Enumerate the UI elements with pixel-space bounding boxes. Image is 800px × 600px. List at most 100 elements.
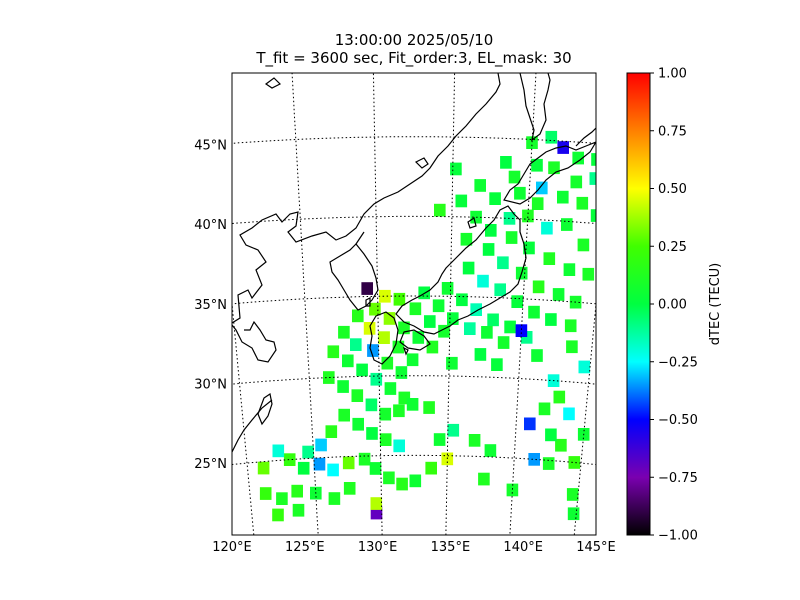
dtec-cell — [412, 331, 425, 344]
dtec-cell — [328, 492, 341, 505]
dtec-cell — [369, 462, 382, 475]
coastline-shikoku — [399, 329, 431, 351]
dtec-cell — [409, 474, 422, 488]
dtec-cell — [532, 280, 545, 294]
parallel-line — [232, 375, 596, 385]
dtec-cell — [570, 175, 583, 189]
dtec-cell — [398, 391, 411, 405]
dtec-cell — [481, 326, 493, 339]
coastline-asia-mainland — [232, 73, 501, 324]
coastline-china-southeast — [232, 399, 273, 453]
dtec-cell — [528, 453, 540, 466]
dtec-cell — [302, 445, 314, 459]
dtec-cell — [358, 452, 371, 466]
dtec-cell — [352, 309, 364, 323]
island-sado — [467, 217, 477, 229]
dtec-cell — [506, 483, 519, 497]
dtec-cell — [474, 179, 486, 192]
dtec-cell — [508, 170, 521, 184]
dtec-cell — [338, 408, 350, 422]
dtec-cell — [455, 194, 468, 208]
dtec-cell — [370, 506, 383, 520]
dtec-cell — [591, 153, 596, 166]
dtec-cell — [566, 488, 579, 501]
lon-tick-label: 135°E — [431, 540, 471, 555]
dtec-cell — [543, 252, 556, 265]
dtec-cell — [325, 425, 338, 438]
dtec-cell — [566, 340, 578, 354]
dtec-cell — [381, 356, 394, 370]
dtec-cell — [367, 344, 379, 357]
dtec-cell — [409, 302, 422, 316]
dtec-cell — [485, 224, 497, 237]
dtec-cell — [446, 356, 458, 370]
dtec-cell — [369, 302, 381, 316]
dtec-cell — [484, 444, 497, 457]
dtec-cell — [425, 461, 437, 475]
parallel-line — [232, 136, 596, 144]
dtec-cell — [447, 423, 460, 437]
dtec-cell — [460, 232, 473, 246]
dtec-cell — [276, 492, 288, 505]
colorbar-tick-label: −0.75 — [658, 471, 698, 486]
dtec-cell — [384, 382, 397, 395]
dtec-cell — [379, 407, 392, 421]
dtec-cell — [545, 130, 558, 144]
dtec-cell — [494, 283, 506, 297]
dtec-cell — [272, 444, 285, 458]
dtec-cell — [497, 336, 510, 349]
dtec-cell — [327, 463, 339, 477]
dtec-cell — [470, 210, 482, 224]
dtec-cell — [393, 292, 406, 306]
dtec-cell — [379, 433, 392, 446]
colorbar-label: dTEC (TECU) — [708, 263, 723, 346]
dtec-cell — [447, 312, 459, 325]
dtec-cell — [478, 472, 490, 486]
dtec-cell — [563, 263, 576, 276]
dtec-cell — [406, 398, 419, 411]
dtec-cell — [433, 433, 446, 446]
dtec-cell — [564, 319, 577, 333]
dtec-cell — [393, 439, 405, 453]
dtec-cell — [365, 398, 378, 412]
lon-ticks: 120°E 125°E 130°E 135°E 140°E 145°E — [212, 540, 616, 555]
dtec-cells — [257, 130, 596, 522]
dtec-cell — [545, 313, 557, 326]
coastline-china-east — [232, 320, 277, 363]
island-north-a — [264, 77, 282, 89]
dtec-cell — [257, 461, 270, 475]
dtec-cell — [272, 508, 284, 522]
dtec-cell — [590, 209, 596, 222]
dtec-cell — [515, 324, 528, 337]
dtec-cell — [553, 390, 566, 404]
dtec-cell — [468, 434, 481, 447]
dtec-cell — [561, 218, 573, 231]
dtec-cell — [352, 417, 364, 431]
dtec-cell — [383, 312, 396, 325]
dtec-cell — [572, 151, 584, 165]
parallel-line — [232, 295, 596, 305]
dtec-cell — [370, 497, 383, 510]
dtec-cell — [531, 197, 544, 210]
dtec-cell — [523, 241, 535, 255]
dtec-cell — [291, 484, 303, 498]
dtec-cell — [395, 366, 408, 379]
dtec-cell — [545, 428, 557, 442]
coastlines — [232, 73, 596, 453]
parallel-line — [232, 215, 596, 225]
dtec-cell — [398, 321, 410, 335]
dtec-cell — [379, 289, 391, 303]
dtec-cell — [356, 363, 368, 377]
dtec-cell — [283, 453, 296, 466]
island-ryukyu-a — [402, 346, 409, 356]
dtec-cell — [363, 322, 376, 335]
colorbar-tick-label: 0.25 — [658, 240, 687, 255]
colorbar-ticks: 1.00 0.75 0.50 0.25 0.00 −0.25 −0.50 −0.75 −1.00 — [650, 67, 698, 544]
colorbar-tick-label: 0.75 — [658, 124, 687, 139]
dtec-cell — [482, 243, 495, 256]
dtec-cell — [297, 461, 310, 475]
meridian-line — [232, 298, 255, 535]
dtec-cell — [406, 353, 419, 367]
colorbar-tick-label: −0.50 — [658, 413, 698, 428]
